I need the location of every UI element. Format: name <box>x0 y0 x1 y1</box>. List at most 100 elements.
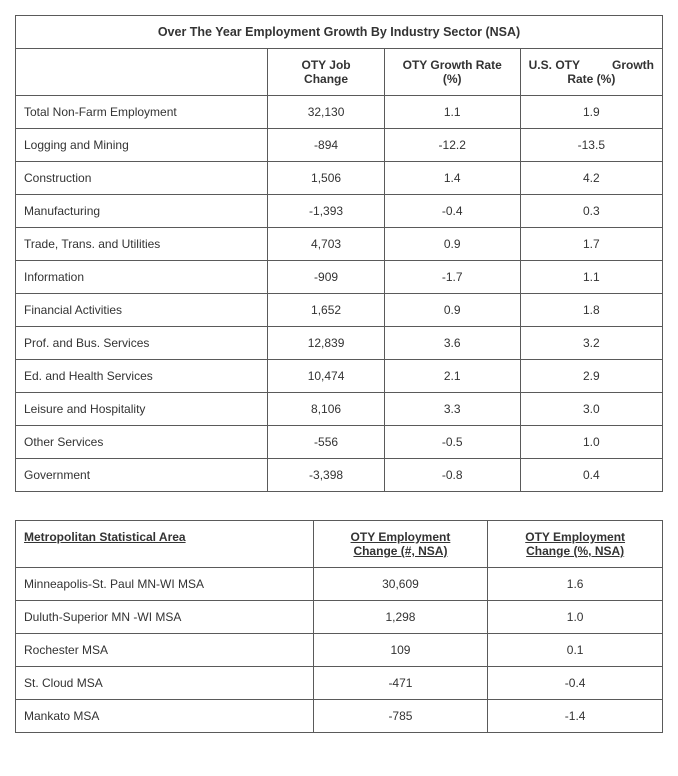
cell-oty-emp-change-num: 1,298 <box>313 601 488 634</box>
table-header-row: OTY Job Change OTY Growth Rate (%) U.S. … <box>16 49 663 96</box>
table-row: Leisure and Hospitality8,1063.33.0 <box>16 393 663 426</box>
row-label: Trade, Trans. and Utilities <box>16 228 268 261</box>
cell-oty-job-change: -3,398 <box>268 459 384 492</box>
header-line: Change <box>304 72 348 86</box>
table-row: Ed. and Health Services10,4742.12.9 <box>16 360 663 393</box>
cell-oty-growth-rate: -0.4 <box>384 195 520 228</box>
header-line: Change (#, NSA) <box>353 544 447 558</box>
industry-sector-table: Over The Year Employment Growth By Indus… <box>15 15 663 492</box>
table-row: Rochester MSA1090.1 <box>16 634 663 667</box>
row-label: Prof. and Bus. Services <box>16 327 268 360</box>
row-label: Other Services <box>16 426 268 459</box>
cell-oty-job-change: -909 <box>268 261 384 294</box>
row-label: Leisure and Hospitality <box>16 393 268 426</box>
row-label: Mankato MSA <box>16 700 314 733</box>
row-label: Minneapolis-St. Paul MN-WI MSA <box>16 568 314 601</box>
row-label: Duluth-Superior MN -WI MSA <box>16 601 314 634</box>
header-line: Metropolitan Statistical Area <box>24 530 186 544</box>
table-row: Trade, Trans. and Utilities4,7030.91.7 <box>16 228 663 261</box>
table-row: Manufacturing-1,393-0.40.3 <box>16 195 663 228</box>
header-line: OTY Job <box>301 58 350 72</box>
row-label: Manufacturing <box>16 195 268 228</box>
table-row: Construction1,5061.44.2 <box>16 162 663 195</box>
cell-us-oty-growth-rate: -13.5 <box>520 129 662 162</box>
cell-oty-growth-rate: 0.9 <box>384 294 520 327</box>
header-line: OTY Employment <box>351 530 451 544</box>
table-row: Other Services-556-0.51.0 <box>16 426 663 459</box>
cell-us-oty-growth-rate: 2.9 <box>520 360 662 393</box>
cell-oty-job-change: 32,130 <box>268 96 384 129</box>
cell-us-oty-growth-rate: 1.9 <box>520 96 662 129</box>
header-line: Rate (%) <box>567 72 615 86</box>
cell-oty-growth-rate: 1.1 <box>384 96 520 129</box>
cell-us-oty-growth-rate: 1.1 <box>520 261 662 294</box>
cell-us-oty-growth-rate: 3.0 <box>520 393 662 426</box>
cell-oty-growth-rate: 3.3 <box>384 393 520 426</box>
cell-oty-growth-rate: -0.8 <box>384 459 520 492</box>
cell-oty-job-change: -556 <box>268 426 384 459</box>
cell-oty-job-change: 1,652 <box>268 294 384 327</box>
header-line: U.S. OTY <box>529 58 580 72</box>
col-header-oty-emp-change-num: OTY Employment Change (#, NSA) <box>313 521 488 568</box>
header-line: (%) <box>443 72 462 86</box>
msa-table: Metropolitan Statistical Area OTY Employ… <box>15 520 663 733</box>
table-row: Minneapolis-St. Paul MN-WI MSA30,6091.6 <box>16 568 663 601</box>
table-row: St. Cloud MSA-471-0.4 <box>16 667 663 700</box>
cell-us-oty-growth-rate: 1.0 <box>520 426 662 459</box>
col-header-us-oty-growth-rate: U.S. OTY Growth Rate (%) <box>520 49 662 96</box>
col-header-oty-emp-change-pct: OTY Employment Change (%, NSA) <box>488 521 663 568</box>
row-label: Government <box>16 459 268 492</box>
row-label: St. Cloud MSA <box>16 667 314 700</box>
cell-oty-growth-rate: -12.2 <box>384 129 520 162</box>
col-header-msa: Metropolitan Statistical Area <box>16 521 314 568</box>
col-header-empty <box>16 49 268 96</box>
cell-oty-emp-change-pct: -1.4 <box>488 700 663 733</box>
cell-us-oty-growth-rate: 1.8 <box>520 294 662 327</box>
table-row: Duluth-Superior MN -WI MSA1,2981.0 <box>16 601 663 634</box>
table-row: Government-3,398-0.80.4 <box>16 459 663 492</box>
row-label: Logging and Mining <box>16 129 268 162</box>
cell-oty-job-change: 8,106 <box>268 393 384 426</box>
cell-oty-growth-rate: -0.5 <box>384 426 520 459</box>
table-row: Prof. and Bus. Services12,8393.63.2 <box>16 327 663 360</box>
table-title: Over The Year Employment Growth By Indus… <box>16 16 663 49</box>
header-line: OTY Growth Rate <box>403 58 502 72</box>
row-label: Total Non-Farm Employment <box>16 96 268 129</box>
row-label: Rochester MSA <box>16 634 314 667</box>
cell-oty-job-change: 4,703 <box>268 228 384 261</box>
cell-oty-emp-change-pct: -0.4 <box>488 667 663 700</box>
cell-oty-job-change: 10,474 <box>268 360 384 393</box>
table-row: Logging and Mining-894-12.2-13.5 <box>16 129 663 162</box>
table-row: Mankato MSA-785-1.4 <box>16 700 663 733</box>
row-label: Financial Activities <box>16 294 268 327</box>
table-row: Information-909-1.71.1 <box>16 261 663 294</box>
cell-oty-growth-rate: 1.4 <box>384 162 520 195</box>
row-label: Information <box>16 261 268 294</box>
row-label: Ed. and Health Services <box>16 360 268 393</box>
cell-us-oty-growth-rate: 0.3 <box>520 195 662 228</box>
cell-oty-emp-change-pct: 0.1 <box>488 634 663 667</box>
cell-oty-job-change: 1,506 <box>268 162 384 195</box>
cell-us-oty-growth-rate: 1.7 <box>520 228 662 261</box>
col-header-oty-growth-rate: OTY Growth Rate (%) <box>384 49 520 96</box>
table-header-row: Metropolitan Statistical Area OTY Employ… <box>16 521 663 568</box>
header-line: Change (%, NSA) <box>526 544 624 558</box>
cell-oty-emp-change-num: 109 <box>313 634 488 667</box>
cell-oty-growth-rate: -1.7 <box>384 261 520 294</box>
header-line: Growth <box>612 58 654 72</box>
row-label: Construction <box>16 162 268 195</box>
table-row: Financial Activities1,6520.91.8 <box>16 294 663 327</box>
table-title-row: Over The Year Employment Growth By Indus… <box>16 16 663 49</box>
cell-oty-emp-change-num: 30,609 <box>313 568 488 601</box>
col-header-oty-job-change: OTY Job Change <box>268 49 384 96</box>
cell-oty-growth-rate: 0.9 <box>384 228 520 261</box>
header-line: OTY Employment <box>525 530 625 544</box>
cell-oty-emp-change-pct: 1.0 <box>488 601 663 634</box>
cell-oty-growth-rate: 2.1 <box>384 360 520 393</box>
cell-oty-growth-rate: 3.6 <box>384 327 520 360</box>
cell-us-oty-growth-rate: 3.2 <box>520 327 662 360</box>
cell-oty-job-change: -894 <box>268 129 384 162</box>
cell-oty-job-change: 12,839 <box>268 327 384 360</box>
cell-oty-emp-change-pct: 1.6 <box>488 568 663 601</box>
cell-us-oty-growth-rate: 4.2 <box>520 162 662 195</box>
